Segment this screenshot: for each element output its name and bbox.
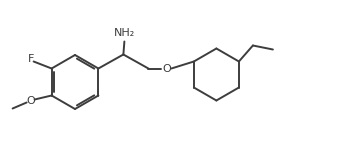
Text: F: F <box>28 54 34 64</box>
Text: O: O <box>162 64 171 74</box>
Text: NH₂: NH₂ <box>114 28 135 38</box>
Text: O: O <box>26 95 35 105</box>
